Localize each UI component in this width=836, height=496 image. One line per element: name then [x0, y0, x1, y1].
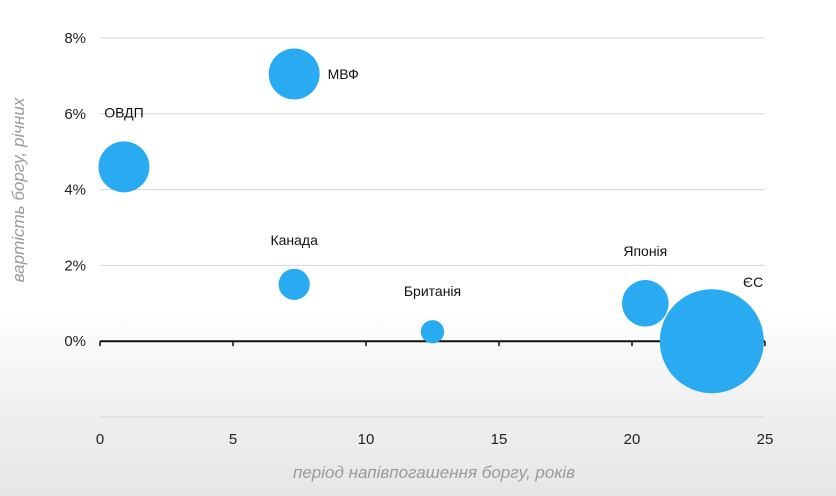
- x-tick-label: 25: [757, 431, 774, 448]
- x-tick-label: 10: [358, 431, 375, 448]
- bubbles: [98, 48, 764, 394]
- bubble: [420, 320, 445, 344]
- x-tick-label: 15: [491, 431, 508, 448]
- bubble: [98, 141, 150, 193]
- bubble-label: МВФ: [328, 66, 359, 82]
- bubble-label: Канада: [270, 232, 318, 248]
- bubble-label: ОВДП: [104, 104, 143, 120]
- bubble-label: ЄС: [743, 274, 763, 290]
- y-tick-label: 6%: [64, 106, 86, 123]
- gridlines: [100, 37, 765, 418]
- bubble-label: Японія: [623, 243, 667, 259]
- x-axis-title: період напівпогашення боргу, років: [293, 463, 575, 482]
- y-axis-title: вартість боргу, річних: [9, 97, 28, 282]
- bubble: [622, 280, 669, 327]
- x-tick-label: 5: [229, 431, 237, 448]
- y-tick-label: 2%: [64, 257, 86, 274]
- bubble-labels: ОВДП МВФ Канада Британія Японія ЄС: [104, 66, 763, 299]
- y-tick-label: 4%: [64, 182, 86, 199]
- y-tick-label: 0%: [64, 333, 86, 350]
- x-tick-label: 0: [96, 431, 104, 448]
- bubble: [278, 268, 310, 300]
- x-tick-label: 20: [624, 431, 641, 448]
- bubble: [268, 48, 320, 100]
- bubble-label: Британія: [404, 283, 461, 299]
- bubble: [659, 289, 764, 394]
- tick-labels: 0% 2% 4% 6% 8% 0 5 10 15 20 25: [64, 30, 773, 448]
- y-tick-label: 8%: [64, 30, 86, 47]
